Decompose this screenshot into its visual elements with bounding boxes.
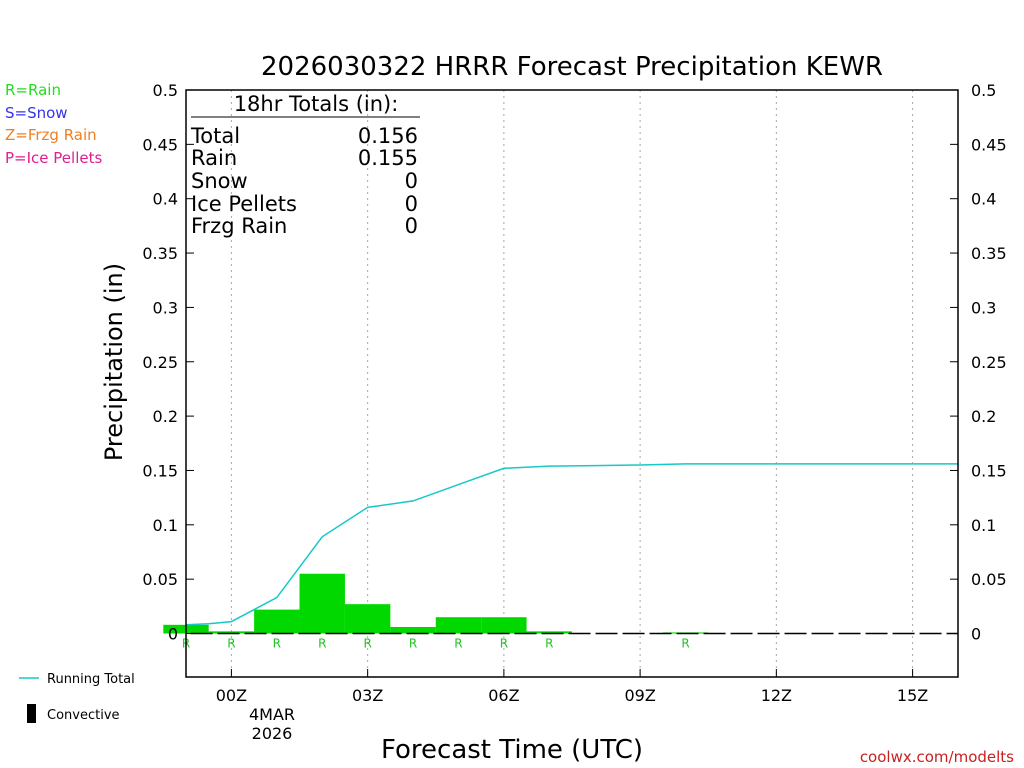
x-date-label-month: 4MAR (249, 705, 295, 724)
ptype-marker: R (363, 637, 371, 651)
y-tick-label-left: 0 (168, 625, 178, 644)
y-tick-label-right: 0.5 (971, 81, 996, 100)
legend-frzg-rain: Z=Frzg Rain (5, 126, 97, 144)
totals-row-value: 0.155 (358, 146, 418, 170)
totals-box: 18hr Totals (in): Total 0.156 Rain 0.155… (190, 92, 420, 238)
watermark: coolwx.com/modelts (860, 748, 1014, 766)
y-tick-label-right: 0.45 (971, 135, 1007, 154)
y-tick-label-right: 0.3 (971, 298, 996, 317)
precip-bar (481, 617, 527, 634)
precip-bar (299, 573, 345, 634)
y-tick-label-left: 0.5 (153, 81, 178, 100)
precip-bar (208, 631, 255, 634)
totals-row-value: 0.156 (358, 124, 418, 148)
precip-bar (344, 604, 391, 634)
x-tick-label: 12Z (761, 686, 792, 705)
chart-title: 2026030322 HRRR Forecast Precipitation K… (261, 52, 883, 82)
ptype-marker: R (273, 637, 281, 651)
totals-row-label: Ice Pellets (191, 192, 297, 216)
totals-row-label: Snow (191, 169, 248, 193)
x-tick-label: 00Z (216, 686, 247, 705)
y-tick-label-right: 0.4 (971, 190, 996, 209)
x-tick-label: 15Z (897, 686, 928, 705)
precip-bar (390, 626, 436, 634)
bar-layer (163, 573, 709, 634)
y-tick-label-left: 0.1 (153, 516, 178, 535)
y-tick-label-left: 0.05 (142, 570, 178, 589)
grid-layer (230, 90, 914, 677)
ptype-marker: R (227, 637, 235, 651)
precip-bar (254, 609, 300, 634)
plot-frame (185, 89, 959, 678)
y-tick-label-left: 0.45 (142, 135, 178, 154)
y-axis-label: Precipitation (in) (100, 263, 128, 461)
totals-row-label: Frzg Rain (191, 214, 287, 238)
y-tick-label-left: 0.35 (142, 244, 178, 263)
totals-row-label: Total (190, 124, 240, 148)
x-tick-label: 03Z (352, 686, 383, 705)
legend-ice-pellets: P=Ice Pellets (5, 149, 103, 167)
y-tick-label-right: 0.25 (971, 353, 1007, 372)
y-tick-label-left: 0.2 (153, 407, 178, 426)
y-tick-label-left: 0.15 (142, 461, 178, 480)
y-tick-label-left: 0.4 (153, 190, 178, 209)
x-tick-label: 09Z (624, 686, 655, 705)
y-tick-label-right: 0.15 (971, 461, 1007, 480)
y-tick-label-left: 0.25 (142, 353, 178, 372)
ptype-marker: R (454, 637, 462, 651)
totals-row-value: 0 (405, 169, 418, 193)
y-axis-ticks: 0 00.05 0.050.1 0.10.15 0.150.2 0.20.25 0.250.… (142, 81, 1006, 644)
x-date-label-year: 2026 (252, 724, 293, 743)
y-tick-label-right: 0.2 (971, 407, 996, 426)
x-axis-label: Forecast Time (UTC) (381, 735, 643, 765)
totals-header: 18hr Totals (in): (234, 92, 399, 116)
ptype-marker: R (500, 637, 508, 651)
legend-rain: R=Rain (5, 81, 61, 99)
ptype-marker: R (409, 637, 417, 651)
ptype-marker: R (545, 637, 553, 651)
y-tick-label-right: 0.05 (971, 570, 1007, 589)
convective-legend-label: Convective (47, 708, 120, 723)
y-tick-label-left: 0.3 (153, 298, 178, 317)
ptype-marker: R (318, 637, 326, 651)
running-total-line (185, 463, 958, 626)
convective-legend-swatch (27, 704, 36, 723)
running-total-legend-label: Running Total (47, 672, 135, 687)
x-axis-ticks: 00Z 03Z 06Z 09Z 12Z 15Z (216, 669, 928, 705)
y-tick-label-right: 0.1 (971, 516, 996, 535)
x-tick-label: 06Z (488, 686, 519, 705)
totals-row-value: 0 (405, 192, 418, 216)
precip-bar (435, 617, 482, 634)
y-tick-label-right: 0 (971, 625, 981, 644)
line-layer (185, 463, 958, 626)
totals-row-value: 0 (405, 214, 418, 238)
precip-bar (526, 631, 572, 634)
ptype-marker: R (681, 637, 689, 651)
totals-row-label: Rain (191, 146, 237, 170)
y-tick-label-right: 0.35 (971, 244, 1007, 263)
legend-snow: S=Snow (5, 104, 68, 122)
